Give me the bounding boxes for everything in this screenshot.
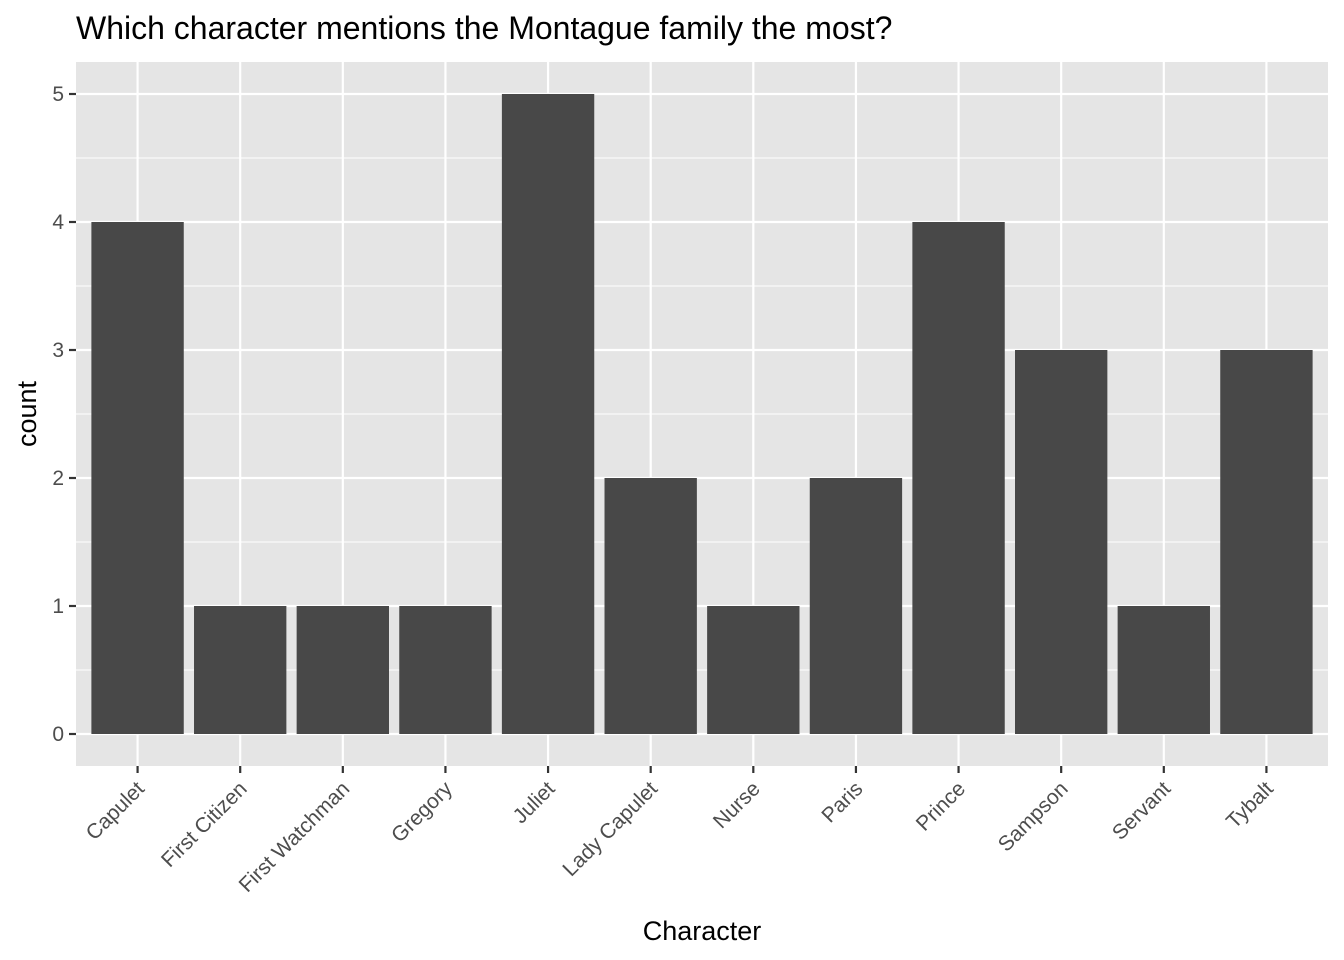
bar xyxy=(604,478,697,734)
bar xyxy=(91,222,184,734)
bar xyxy=(707,606,800,734)
y-tick-label: 0 xyxy=(52,723,64,746)
bar xyxy=(1220,350,1313,734)
y-tick-label: 4 xyxy=(52,211,64,234)
bar xyxy=(399,606,492,734)
x-tick-label: Nurse xyxy=(709,777,765,833)
bar xyxy=(1015,350,1108,734)
bars xyxy=(91,94,1313,734)
x-tick-label: Lady Capulet xyxy=(558,777,662,881)
y-tick-label: 1 xyxy=(52,595,64,618)
x-tick-label: Tybalt xyxy=(1222,777,1278,833)
x-tick-label: First Citizen xyxy=(157,777,252,872)
bar xyxy=(912,222,1005,734)
bar xyxy=(809,478,903,734)
chart-title: Which character mentions the Montague fa… xyxy=(76,10,892,46)
bar xyxy=(501,94,595,734)
x-tick-label: First Watchman xyxy=(235,777,355,897)
y-tick-label: 3 xyxy=(52,339,64,362)
x-tick-label: Servant xyxy=(1108,777,1176,845)
bar xyxy=(296,606,389,734)
x-tick-label: Gregory xyxy=(387,777,457,847)
x-tick-label: Capulet xyxy=(82,777,150,845)
x-tick-label: Sampson xyxy=(994,777,1073,856)
x-tick-label: Prince xyxy=(912,777,970,835)
y-tick-label: 2 xyxy=(52,467,64,490)
bar xyxy=(1117,606,1210,734)
y-axis: 0 1 2 3 4 5 xyxy=(52,83,76,746)
bar xyxy=(194,606,287,734)
x-tick-label: Juliet xyxy=(509,777,560,828)
y-tick-label: 5 xyxy=(52,83,64,106)
y-axis-title: count xyxy=(12,380,42,447)
x-tick-label: Paris xyxy=(817,777,867,827)
x-axis-title: Character xyxy=(643,916,762,946)
